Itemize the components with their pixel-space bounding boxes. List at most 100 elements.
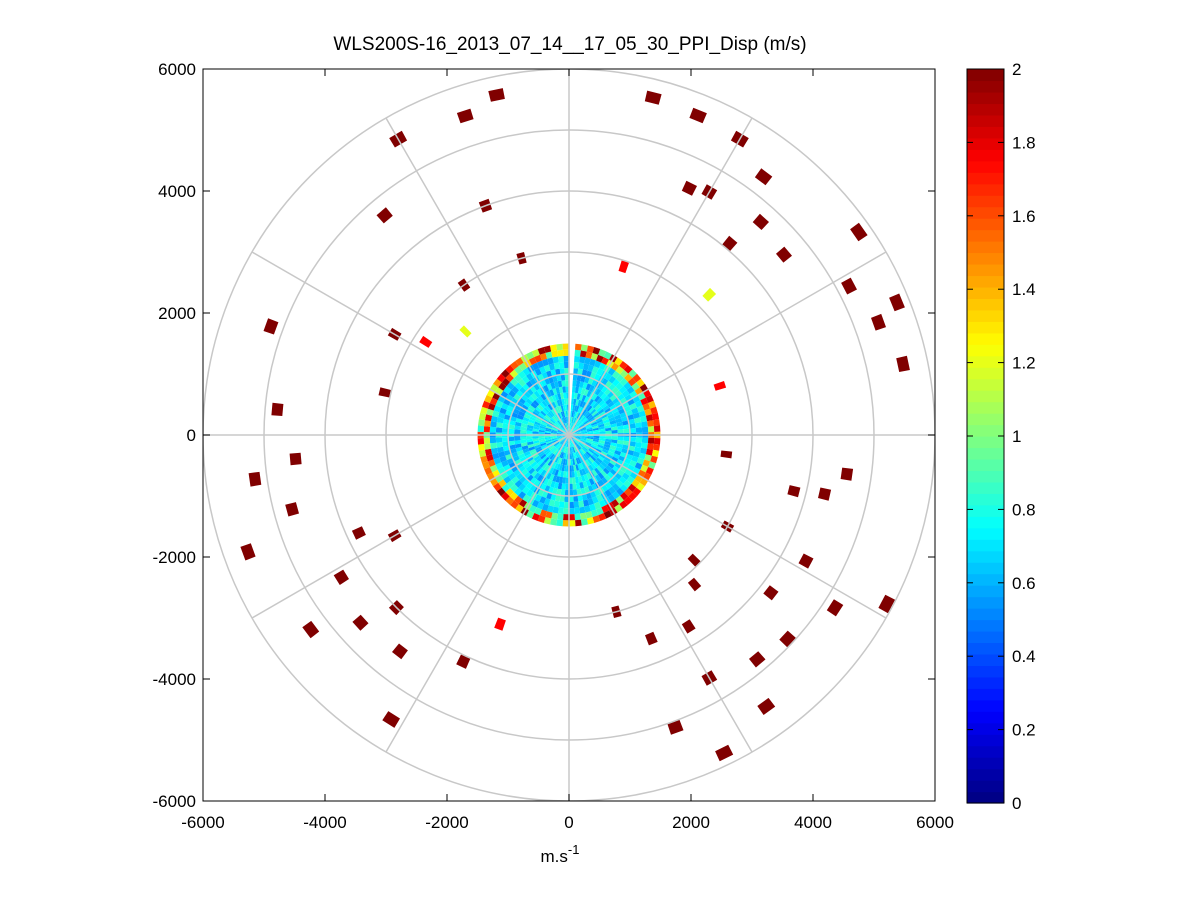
field-cell [514,429,521,434]
colorbar-segment [967,562,1004,575]
field-cell [581,431,588,434]
field-cell [558,507,564,515]
field-cell [530,451,538,457]
field-cell [590,352,599,361]
field-cell [544,436,551,440]
field-cell [537,515,546,523]
field-cell [557,436,564,440]
field-cell [648,461,656,470]
field-cell [608,375,617,384]
field-cell [616,374,625,383]
field-cell [572,411,576,418]
field-cell [544,364,551,372]
field-cell [543,398,550,406]
field-cell [574,507,580,515]
field-cell [539,461,546,468]
field-cell [506,480,515,489]
field-cell [546,390,552,398]
field-cell [619,412,627,418]
field-cell [571,392,575,399]
colorbar-segment [967,206,1004,219]
field-cell [632,412,640,419]
colorbar-tick-label: 0.8 [1012,500,1036,519]
field-cell [609,459,617,466]
field-cell [550,431,557,434]
field-cell [593,431,600,435]
field-cell [543,478,550,486]
field-cell [585,424,592,429]
field-cell [576,488,582,496]
field-cell [577,406,582,413]
field-cell [632,467,641,475]
spoke-line [385,434,570,753]
field-cell [557,470,562,477]
field-cell [572,417,576,424]
field-cell [591,393,598,401]
data-cell [456,108,474,124]
field-cell [606,410,613,417]
field-cell [513,374,522,383]
field-cell [572,439,578,445]
field-cell [540,410,547,417]
data-cell [419,335,433,348]
field-cell [582,480,588,488]
field-cell [570,459,574,466]
colorbar-segment [967,470,1004,483]
field-cell [538,431,545,435]
field-cell [641,442,648,449]
field-cell [490,421,497,428]
spoke-line [568,434,887,619]
field-cell [556,432,563,435]
field-cell [634,400,643,408]
field-cell [570,440,573,447]
field-cell [539,439,546,443]
field-cell [501,377,511,387]
field-cell [600,413,608,419]
field-cell [558,399,563,406]
data-cell [689,107,707,124]
field-cell [556,374,562,382]
field-cell [518,483,526,492]
field-cell [588,456,595,463]
field-cell [578,414,584,421]
field-cell [552,439,558,443]
field-cell [558,405,563,413]
field-cell [619,484,628,492]
field-cell [498,382,507,391]
chart-title: WLS200S-16_2013_07_14__17_05_30_PPI_Disp… [333,34,806,55]
field-cell [634,462,643,470]
field-cell [537,404,544,411]
y-tick-label: -4000 [153,670,196,689]
spoke-line [568,434,753,753]
field-cell [538,437,545,441]
field-cell [502,423,509,429]
field-cell [648,400,656,409]
field-cell [550,518,558,526]
field-cell [508,440,515,446]
field-cell [519,407,527,414]
field-cell [514,495,523,505]
field-cell [545,427,552,431]
field-cell [564,440,567,447]
field-cell [631,407,639,415]
field-cell [528,419,536,424]
field-cell [505,468,514,476]
data-cell [713,381,727,391]
field-cell [536,501,544,510]
field-cell [501,483,511,493]
field-cell [564,495,569,503]
field-cell [589,447,596,453]
field-cell [541,400,548,407]
colorbar-segment [967,608,1004,621]
x-tick-label: -4000 [303,813,346,832]
field-cell [534,368,542,376]
field-cell [550,344,558,352]
field-cell [638,410,646,418]
field-cell [641,421,648,428]
field-cell [602,419,610,424]
field-cell [540,469,547,477]
field-cell [587,432,594,435]
field-cell [546,451,553,457]
field-cell [535,446,542,451]
